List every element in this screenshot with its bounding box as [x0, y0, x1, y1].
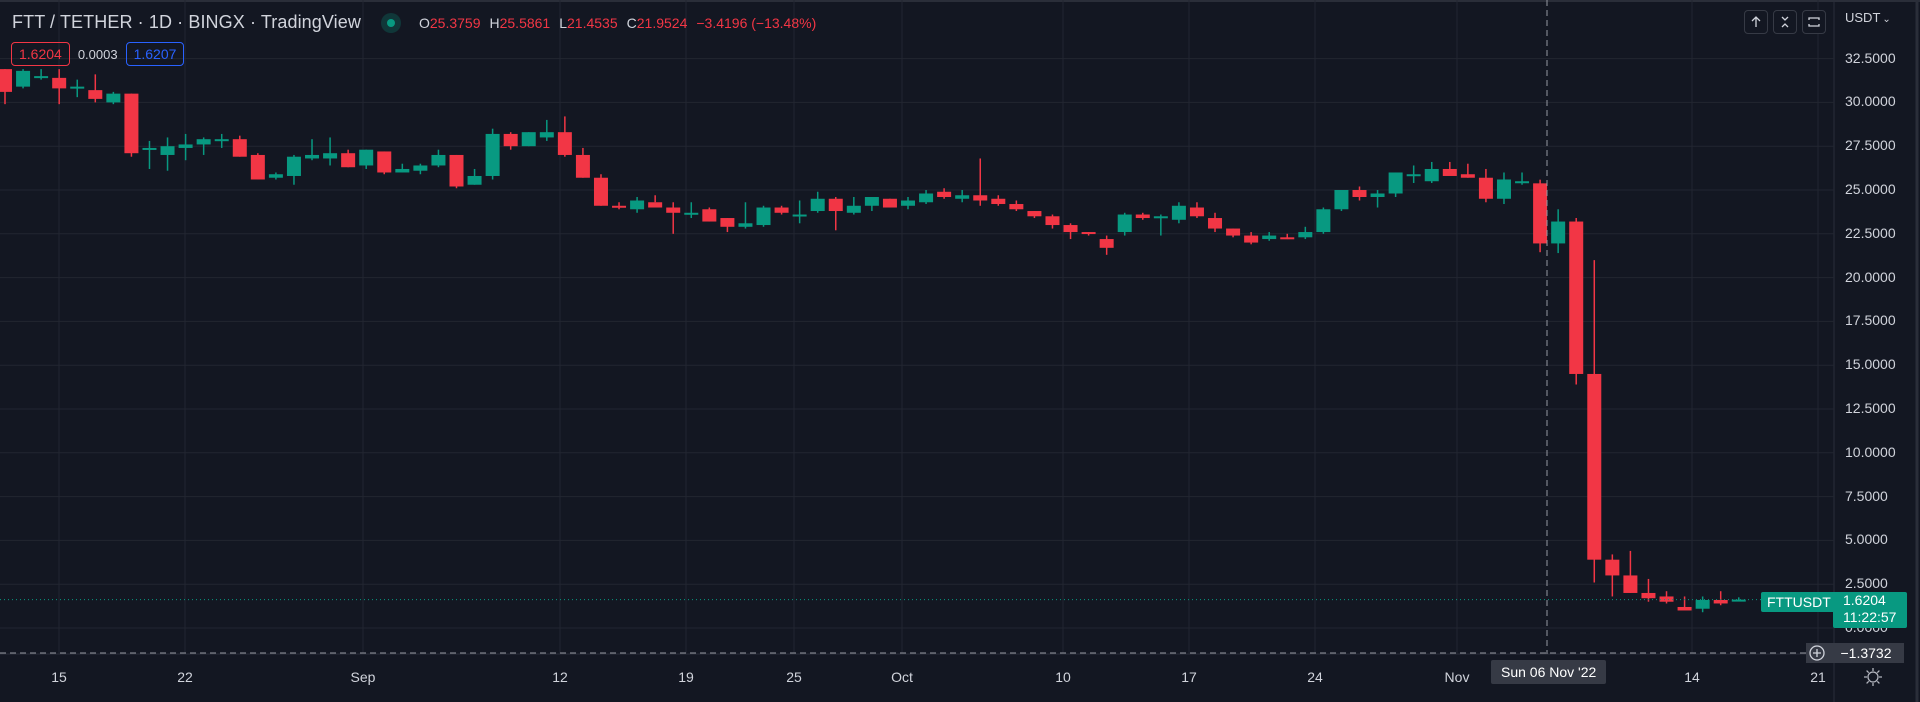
crosshair-price-label: −1.3732: [1828, 643, 1904, 663]
buy-price-button[interactable]: 1.6207: [125, 42, 185, 66]
price-tick-label: 15.0000: [1845, 356, 1896, 373]
sell-price-button[interactable]: 1.6204: [11, 42, 70, 66]
close-value: 21.9524: [636, 14, 688, 31]
price-tick-label: 22.5000: [1845, 224, 1896, 241]
currency-label: USDT: [1845, 10, 1881, 25]
collapse-button[interactable]: [1773, 10, 1797, 34]
open-value: 25.3759: [429, 14, 481, 31]
time-tick-label: Oct: [891, 669, 913, 685]
add-alert-button[interactable]: [1806, 643, 1828, 663]
low-value: 21.4535: [567, 14, 618, 31]
price-tick-label: 2.5000: [1845, 575, 1888, 592]
fullscreen-button[interactable]: [1802, 10, 1826, 34]
price-tick-label: 17.5000: [1845, 312, 1896, 329]
price-tick-label: 10.0000: [1845, 443, 1896, 460]
time-tick-label: 12: [552, 669, 568, 685]
time-tick-label: Sep: [350, 669, 376, 685]
currency-selector[interactable]: USDT ⌄: [1845, 10, 1891, 25]
quote-panel: 1.6204 0.0003 1.6207: [11, 42, 185, 66]
time-tick-label: 19: [678, 669, 694, 685]
plus-circle-icon: [1809, 645, 1825, 661]
open-key: O: [418, 14, 430, 31]
fullscreen-icon: [1808, 17, 1820, 27]
market-open-icon: [380, 12, 401, 33]
time-tick-label: 21: [1810, 669, 1826, 685]
low-key: L: [559, 14, 568, 31]
change-value: −3.4196 (−13.48%): [696, 14, 817, 31]
last-price-tag: 1.6204 11:22:57: [1833, 592, 1907, 628]
time-tick-label: 17: [1181, 669, 1197, 685]
last-price-value: 1.6204: [1843, 592, 1886, 608]
price-tick-label: 7.5000: [1845, 487, 1888, 504]
price-tick-label: 27.5000: [1845, 137, 1896, 154]
collapse-icon: [1781, 16, 1789, 28]
high-key: H: [489, 14, 500, 31]
time-tick-label: Nov: [1444, 669, 1470, 685]
chart-legend: FTT / TETHER · 1D · BINGX · TradingView …: [12, 12, 816, 33]
arrow-up-icon: [1751, 16, 1761, 27]
high-value: 25.5861: [499, 14, 551, 31]
time-tick-label: 14: [1684, 669, 1700, 685]
chevron-down-icon: ⌄: [1882, 14, 1891, 25]
price-tick-label: 5.0000: [1845, 531, 1888, 548]
price-tick-label: 32.5000: [1845, 49, 1896, 66]
spread-value: 0.0003: [77, 46, 118, 62]
close-key: C: [626, 14, 637, 31]
time-tick-label: 25: [786, 669, 802, 685]
time-tick-label: 22: [177, 669, 193, 685]
symbol-tag: FTTUSDT: [1761, 592, 1837, 612]
time-tick-label: 10: [1055, 669, 1071, 685]
price-tick-label: 25.0000: [1845, 181, 1896, 197]
time-tick-label: 24: [1307, 669, 1323, 685]
price-tick-label: 12.5000: [1845, 400, 1896, 416]
crosshair-date-label: Sun 06 Nov '22: [1491, 660, 1607, 684]
gear-icon: [1864, 668, 1882, 686]
time-tick-label: 15: [51, 669, 67, 685]
price-tick-label: 20.0000: [1845, 268, 1896, 285]
symbol-title[interactable]: FTT / TETHER · 1D · BINGX · TradingView: [12, 12, 361, 32]
settings-button[interactable]: [1863, 667, 1883, 692]
bar-countdown: 11:22:57: [1843, 609, 1897, 625]
price-tick-label: 30.0000: [1845, 93, 1896, 110]
ohlc-values: O25.3759 H25.5861 L21.4535 C21.9524 −3.4…: [419, 15, 816, 31]
scroll-to-latest-button[interactable]: [1744, 10, 1768, 34]
